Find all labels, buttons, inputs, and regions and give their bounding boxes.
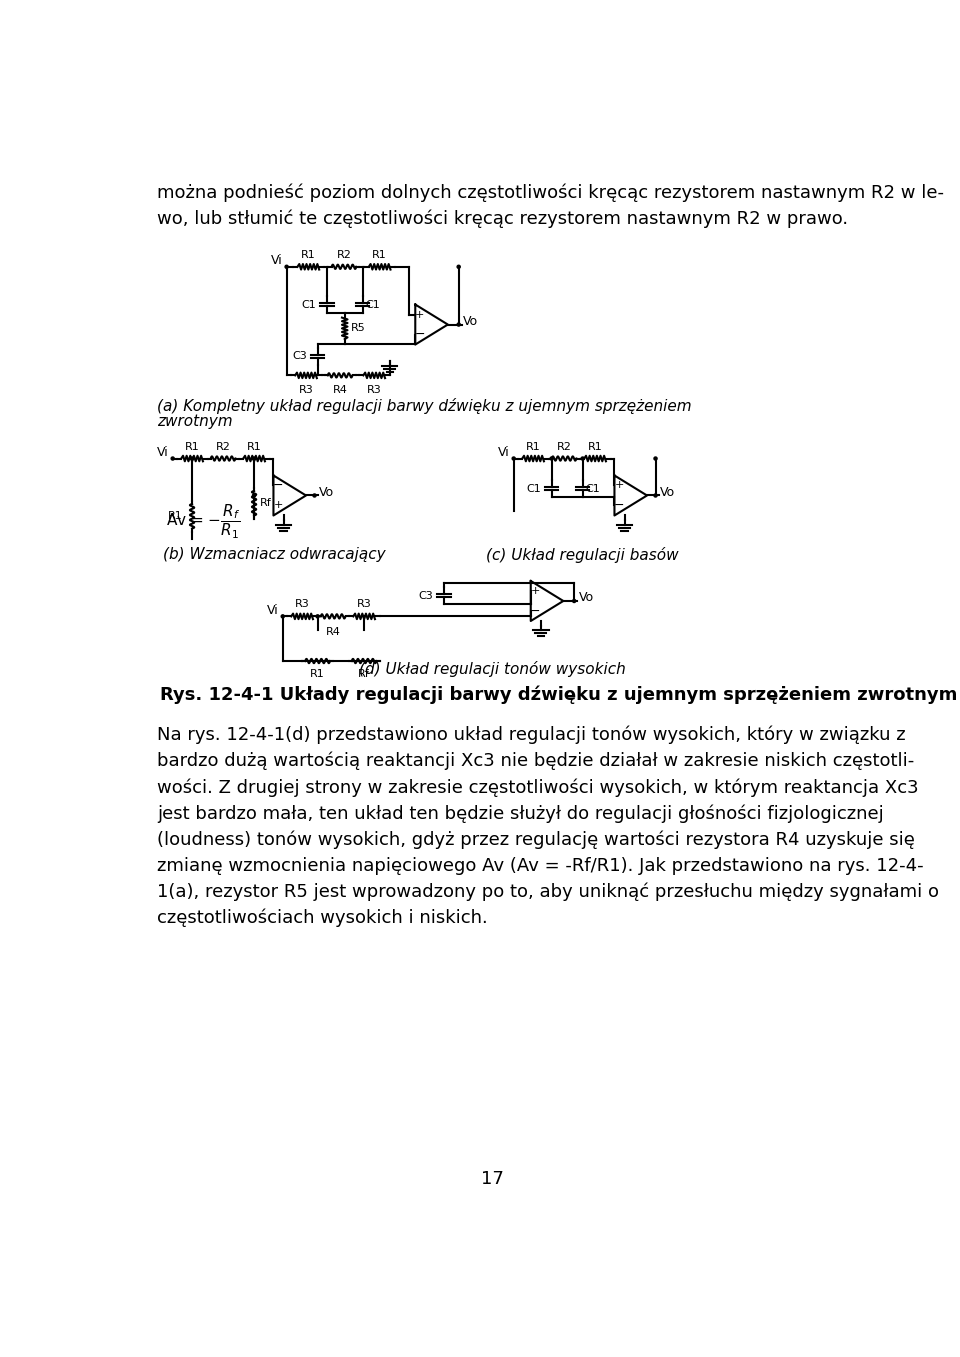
- Text: R2: R2: [216, 441, 230, 452]
- Text: bardzo dużą wartością reaktancji Xc3 nie będzie działał w zakresie niskich częst: bardzo dużą wartością reaktancji Xc3 nie…: [157, 752, 915, 771]
- Text: C1: C1: [526, 483, 540, 494]
- Text: Rys. 12-4-1 Układy regulacji barwy dźwięku z ujemnym sprzężeniem zwrotnym: Rys. 12-4-1 Układy regulacji barwy dźwię…: [160, 685, 958, 704]
- Text: −: −: [530, 604, 540, 617]
- Text: częstotliwościach wysokich i niskich.: częstotliwościach wysokich i niskich.: [157, 909, 488, 927]
- Text: +: +: [614, 480, 624, 490]
- Text: Na rys. 12-4-1(d) przedstawiono układ regulacji tonów wysokich, który w związku : Na rys. 12-4-1(d) przedstawiono układ re…: [157, 726, 906, 744]
- Text: C1: C1: [366, 300, 380, 309]
- Text: Vi: Vi: [157, 446, 169, 459]
- Text: (loudness) tonów wysokich, gdyż przez regulację wartości rezystora R4 uzyskuje s: (loudness) tonów wysokich, gdyż przez re…: [157, 830, 915, 849]
- Text: R1: R1: [588, 441, 603, 452]
- Text: R1: R1: [247, 441, 261, 452]
- Text: Av = $-\dfrac{R_f}{R_1}$: Av = $-\dfrac{R_f}{R_1}$: [166, 503, 241, 541]
- Circle shape: [190, 457, 194, 460]
- Text: C1: C1: [301, 300, 316, 309]
- Text: R1: R1: [300, 250, 316, 259]
- Text: C3: C3: [292, 351, 307, 361]
- Text: zmianę wzmocnienia napięciowego Av (Av = -Rf/R1). Jak przedstawiono na rys. 12-4: zmianę wzmocnienia napięciowego Av (Av =…: [157, 856, 924, 875]
- Text: −: −: [415, 328, 425, 341]
- Text: wo, lub stłumić te częstotliwości kręcąc rezystorem nastawnym R2 w prawo.: wo, lub stłumić te częstotliwości kręcąc…: [157, 210, 849, 228]
- Circle shape: [313, 494, 316, 497]
- Text: jest bardzo mała, ten układ ten będzie służył do regulacji głośności fizjologicz: jest bardzo mała, ten układ ten będzie s…: [157, 805, 884, 822]
- Text: Rf: Rf: [358, 669, 370, 678]
- Text: można podnieść poziom dolnych częstotliwości kręcąc rezystorem nastawnym R2 w le: można podnieść poziom dolnych częstotliw…: [157, 183, 945, 202]
- Text: R1: R1: [184, 441, 200, 452]
- Text: Vi: Vi: [498, 446, 510, 459]
- Text: +: +: [274, 501, 283, 510]
- Circle shape: [572, 600, 576, 603]
- Text: 1(a), rezystor R5 jest wprowadzony po to, aby uniknąć przesłuchu między sygnałam: 1(a), rezystor R5 jest wprowadzony po to…: [157, 883, 939, 901]
- Text: 17: 17: [481, 1171, 503, 1189]
- Circle shape: [550, 457, 553, 460]
- Text: R3: R3: [295, 600, 309, 609]
- Circle shape: [457, 265, 460, 269]
- Text: wości. Z drugiej strony w zakresie częstotliwości wysokich, w którym reaktancja : wości. Z drugiej strony w zakresie częst…: [157, 778, 919, 797]
- Circle shape: [654, 457, 657, 460]
- Text: (d) Układ regulacji tonów wysokich: (d) Układ regulacji tonów wysokich: [359, 661, 625, 677]
- Circle shape: [252, 494, 255, 497]
- Text: R1: R1: [526, 441, 540, 452]
- Text: −: −: [613, 499, 624, 512]
- Text: +: +: [416, 309, 424, 319]
- Circle shape: [252, 457, 255, 460]
- Text: Vi: Vi: [267, 604, 278, 616]
- Text: +: +: [531, 586, 540, 596]
- Text: R1: R1: [372, 250, 387, 259]
- Text: R1: R1: [310, 669, 325, 678]
- Text: Vo: Vo: [579, 592, 594, 604]
- Circle shape: [285, 265, 288, 269]
- Text: R4: R4: [333, 385, 348, 395]
- Text: zwrotnym: zwrotnym: [157, 414, 233, 429]
- Text: R5: R5: [351, 323, 366, 334]
- Text: Vi: Vi: [271, 254, 283, 267]
- Text: R3: R3: [357, 600, 372, 609]
- Text: R2: R2: [557, 441, 571, 452]
- Text: (b) Wzmacniacz odwracający: (b) Wzmacniacz odwracający: [162, 547, 385, 562]
- Text: Rf: Rf: [260, 498, 272, 508]
- Text: (c) Układ regulacji basów: (c) Układ regulacji basów: [486, 547, 679, 563]
- Text: R3: R3: [299, 385, 313, 395]
- Text: Vo: Vo: [319, 486, 334, 499]
- Text: Vo: Vo: [660, 486, 675, 499]
- Text: Vo: Vo: [464, 315, 478, 328]
- Text: −: −: [273, 479, 283, 493]
- Circle shape: [281, 615, 284, 617]
- Text: (a) Kompletny układ regulacji barwy dźwięku z ujemnym sprzężeniem: (a) Kompletny układ regulacji barwy dźwi…: [157, 399, 692, 414]
- Text: R2: R2: [337, 250, 351, 259]
- Text: R3: R3: [367, 385, 381, 395]
- Text: R1: R1: [168, 512, 182, 521]
- Text: C1: C1: [586, 483, 601, 494]
- Text: R4: R4: [325, 627, 341, 638]
- Circle shape: [171, 457, 175, 460]
- Text: C3: C3: [419, 590, 433, 601]
- Circle shape: [654, 494, 657, 497]
- Circle shape: [581, 457, 585, 460]
- Circle shape: [316, 615, 319, 617]
- Circle shape: [512, 457, 516, 460]
- Circle shape: [457, 323, 460, 326]
